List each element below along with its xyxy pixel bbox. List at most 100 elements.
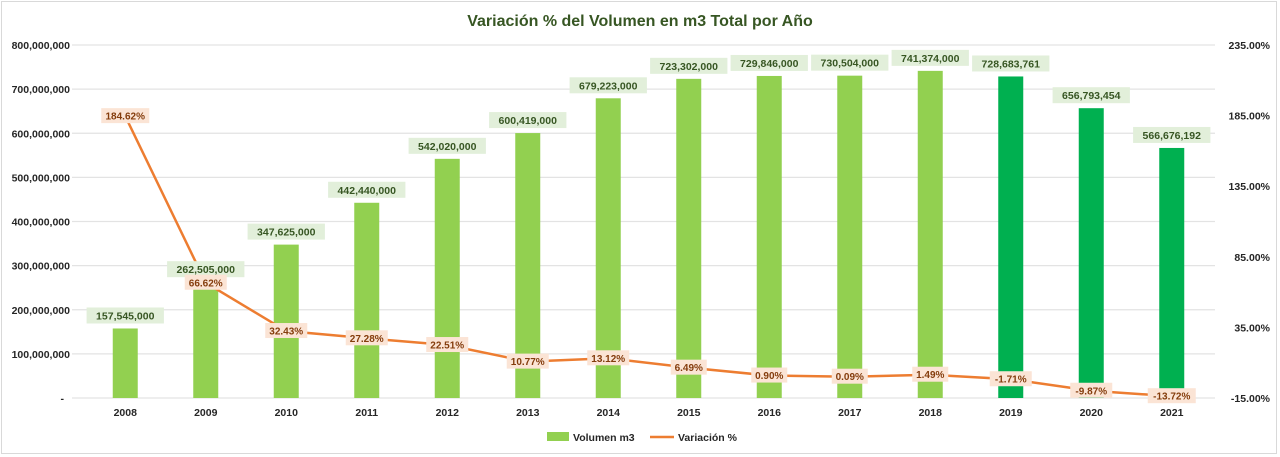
bar-data-label: 723,302,000 [660, 61, 719, 73]
bar-label-bg [167, 261, 245, 278]
left-axis-tick: 400,000,000 [12, 217, 71, 229]
bar-data-label: 729,846,000 [740, 58, 799, 70]
x-axis-tick: 2019 [999, 407, 1023, 419]
bar [837, 75, 863, 399]
line-label-bg [265, 323, 308, 339]
line-label-bg [506, 353, 549, 369]
right-axis-tick: -15.00% [1231, 393, 1271, 405]
line-label-bg [831, 368, 868, 384]
line-label-bg [912, 366, 949, 382]
line-label-bg [1070, 382, 1113, 398]
line-data-label: 22.51% [430, 341, 464, 352]
left-axis-tick: 300,000,000 [12, 261, 71, 273]
bar [434, 158, 460, 398]
right-axis-tick: 235.00% [1229, 40, 1271, 52]
line-data-label: 184.62% [106, 112, 146, 123]
right-axis-tick: 185.00% [1229, 111, 1271, 123]
line-data-label: 66.62% [189, 278, 223, 289]
bar-label-bg [891, 49, 969, 66]
left-axis-tick: - [61, 393, 65, 405]
line-label-bg [670, 359, 707, 375]
x-axis-tick: 2008 [114, 407, 138, 419]
line-data-label: 32.43% [269, 327, 303, 338]
bar-data-label: 741,374,000 [901, 53, 960, 65]
x-axis-tick: 2017 [838, 407, 862, 419]
bar-data-label: 728,683,761 [982, 58, 1041, 70]
chart-title: Variación % del Volumen en m3 Total por … [467, 13, 813, 30]
bar-data-label: 347,625,000 [257, 227, 316, 239]
line-label-bg [426, 337, 469, 353]
line-label-bg [989, 371, 1032, 387]
line-data-label: -13.72% [1153, 392, 1190, 403]
bar [273, 244, 299, 398]
bar-label-bg [730, 54, 808, 71]
line-data-label: -1.71% [995, 375, 1027, 386]
bar-label-bg [650, 57, 728, 74]
line-data-label: 0.90% [755, 371, 783, 382]
x-axis-tick: 2013 [516, 407, 540, 419]
x-axis-tick: 2011 [355, 407, 378, 419]
bar [998, 76, 1024, 398]
legend-label-volumen: Volumen m3 [573, 432, 635, 444]
line-data-label: 27.28% [350, 334, 384, 345]
bar-label-bg [569, 77, 647, 94]
line-label-bg [1147, 388, 1196, 404]
bar [917, 70, 943, 399]
line-label-bg [751, 367, 788, 383]
left-axis-tick: 100,000,000 [12, 349, 71, 361]
line-label-bg [184, 274, 227, 290]
bar [193, 282, 219, 398]
bar [676, 78, 702, 399]
bar [112, 328, 138, 398]
bar-data-label: 600,419,000 [499, 115, 558, 127]
bar-label-bg [247, 223, 325, 240]
bar [756, 75, 782, 399]
bar-label-bg [972, 55, 1050, 72]
x-axis-tick: 2015 [677, 407, 701, 419]
legend-swatch-volumen [547, 432, 569, 441]
bar-data-label: 730,504,000 [821, 58, 880, 70]
bar-data-label: 542,020,000 [418, 141, 477, 153]
line-data-label: 10.77% [511, 357, 545, 368]
left-axis-tick: 600,000,000 [12, 128, 71, 140]
line-data-label: 0.09% [836, 372, 864, 383]
bar [1159, 147, 1185, 398]
line-label-bg [345, 330, 388, 346]
bar-data-label: 656,793,454 [1062, 90, 1121, 102]
bar-data-label: 566,676,192 [1143, 130, 1202, 142]
x-axis-tick: 2020 [1080, 407, 1104, 419]
bar-label-bg [328, 181, 406, 198]
bar-label-bg [1133, 126, 1211, 143]
line-label-bg [101, 108, 150, 124]
line-data-label: -9.87% [1075, 386, 1107, 397]
x-axis-tick: 2016 [758, 407, 782, 419]
x-axis-tick: 2021 [1160, 407, 1184, 419]
bar-data-label: 442,440,000 [338, 185, 397, 197]
x-axis-tick: 2010 [275, 407, 299, 419]
left-axis-tick: 500,000,000 [12, 172, 71, 184]
bar-data-label: 157,545,000 [96, 310, 155, 322]
right-axis-tick: 135.00% [1229, 181, 1271, 193]
bar-data-label: 679,223,000 [579, 80, 638, 92]
right-axis-tick: 85.00% [1234, 252, 1270, 264]
x-axis-tick: 2012 [436, 407, 460, 419]
legend: Volumen m3 Variación % [547, 432, 738, 444]
bar [1078, 108, 1104, 399]
bar [354, 202, 380, 398]
bar-label-bg [86, 307, 164, 324]
line-label-bg [587, 350, 630, 366]
x-axis-tick: 2014 [597, 407, 621, 419]
legend-label-variacion: Variación % [678, 432, 738, 444]
left-axis-tick: 700,000,000 [12, 84, 71, 96]
bar-label-bg [489, 112, 567, 129]
left-axis-tick: 200,000,000 [12, 305, 71, 317]
bar-label-bg [811, 54, 889, 71]
right-axis-tick: 35.00% [1234, 322, 1270, 334]
bar-label-bg [408, 137, 486, 154]
left-axis-tick: 800,000,000 [12, 40, 71, 52]
x-axis-tick: 2009 [194, 407, 218, 419]
bar-label-bg [1052, 87, 1130, 104]
bar [595, 98, 621, 399]
